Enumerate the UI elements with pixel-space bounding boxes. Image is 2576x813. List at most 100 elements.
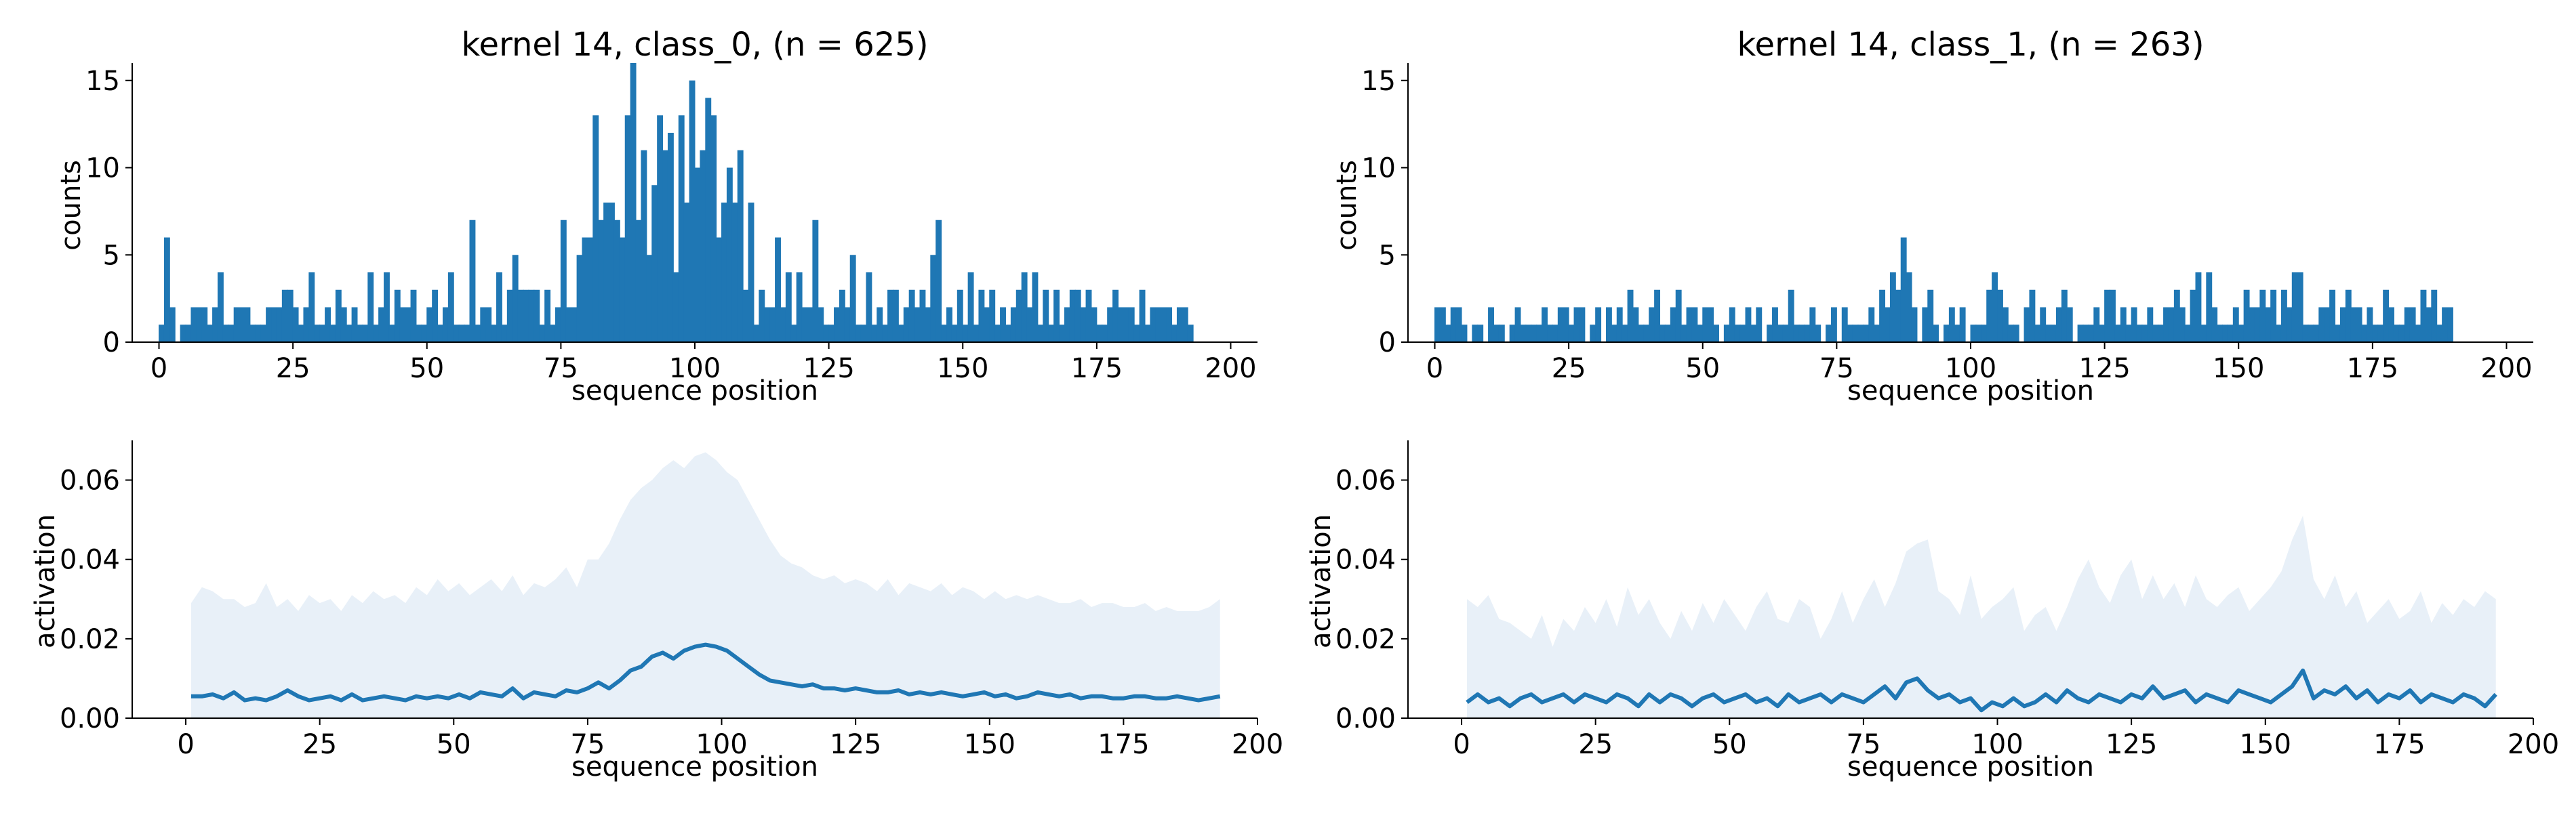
bar	[1767, 325, 1773, 342]
bar	[2066, 307, 2073, 342]
bar	[780, 307, 786, 342]
bar	[951, 325, 958, 342]
mean-activation-line	[191, 642, 1221, 703]
x-tick-label: 25	[1578, 729, 1613, 760]
bar	[635, 220, 642, 342]
bar	[1750, 325, 1757, 342]
bar	[1686, 307, 1693, 342]
bar	[2131, 307, 2137, 342]
bar	[1649, 307, 1655, 342]
bar	[2409, 307, 2416, 342]
panel-class1-histogram: kernel 14, class_1, (n = 263) 0 5 10 15 0 25…	[1331, 26, 2533, 406]
bar	[914, 307, 921, 342]
bar	[721, 203, 727, 342]
bar	[1895, 289, 1901, 342]
bar	[2243, 289, 2250, 342]
bar	[1498, 325, 1505, 342]
bar	[1804, 325, 1811, 342]
y-tick-label: 0	[1379, 327, 1396, 358]
bar	[759, 289, 765, 342]
bar	[201, 307, 208, 342]
bar	[517, 289, 524, 342]
bar	[962, 325, 969, 342]
x-tick-label: 0	[1426, 353, 1443, 384]
chart-title: kernel 14, class_1, (n = 263)	[1737, 26, 2204, 64]
bar	[657, 115, 664, 342]
bar	[1000, 307, 1006, 342]
bar	[1161, 307, 1167, 342]
bar	[2238, 325, 2245, 342]
bar	[2420, 289, 2427, 342]
bar	[1139, 289, 1146, 342]
bar	[523, 289, 529, 342]
activation-band-and-line	[1466, 516, 2497, 718]
bar	[1959, 307, 1966, 342]
bar	[453, 325, 460, 342]
x-tick-label: 125	[2106, 729, 2157, 760]
bar	[689, 80, 696, 342]
x-tick-label: 175	[1098, 729, 1149, 760]
bar	[871, 325, 878, 342]
bar	[1605, 307, 1612, 342]
bar	[946, 307, 952, 342]
bar	[1525, 325, 1532, 342]
bar	[1107, 307, 1114, 342]
bar	[844, 307, 851, 342]
bar	[1992, 272, 1998, 342]
bar	[458, 325, 465, 342]
bar	[1616, 307, 1623, 342]
bar	[501, 325, 508, 342]
bar	[410, 289, 417, 342]
bar	[255, 325, 262, 342]
bar	[2259, 289, 2266, 342]
x-tick-label: 75	[1846, 729, 1880, 760]
bar	[613, 220, 620, 342]
bar	[1032, 272, 1039, 342]
bar	[1681, 325, 1687, 342]
bar	[828, 325, 835, 342]
bar	[1734, 325, 1741, 342]
y-tick-label: 0.04	[60, 545, 120, 576]
bar	[1857, 325, 1864, 342]
bar	[469, 220, 476, 342]
bar	[534, 289, 540, 342]
bar	[405, 307, 411, 342]
bar	[1488, 307, 1494, 342]
bar	[394, 289, 401, 342]
bar	[1691, 307, 1698, 342]
y-tick-label: 0	[103, 327, 120, 358]
bar	[1542, 307, 1548, 342]
bar	[217, 272, 224, 342]
bar	[1461, 325, 1468, 342]
bar	[678, 115, 685, 342]
bar	[753, 325, 760, 342]
bar	[641, 150, 647, 342]
bar	[1702, 307, 1709, 342]
bar	[1472, 325, 1478, 342]
bar	[373, 325, 380, 342]
bar	[1064, 307, 1070, 342]
bar	[2313, 325, 2320, 342]
bar	[1713, 325, 1719, 342]
bar	[442, 307, 449, 342]
y-tick-label: 10	[85, 153, 120, 184]
bar	[2388, 307, 2394, 342]
bar	[239, 307, 245, 342]
bar	[2442, 307, 2449, 342]
y-tick-label: 0.02	[1335, 624, 1396, 655]
bar	[796, 272, 803, 342]
bar	[2024, 307, 2030, 342]
bar	[1187, 325, 1194, 342]
x-tick-label: 150	[937, 353, 988, 384]
bar	[2436, 325, 2443, 342]
bar	[1176, 307, 1183, 342]
bar	[1638, 325, 1645, 342]
bar	[1954, 325, 1960, 342]
bar	[357, 325, 363, 342]
bar	[919, 289, 926, 342]
bar	[1798, 325, 1805, 342]
y-axis-label: counts	[56, 160, 87, 251]
bar	[233, 307, 240, 342]
bar	[287, 289, 294, 342]
bar	[2447, 307, 2453, 342]
